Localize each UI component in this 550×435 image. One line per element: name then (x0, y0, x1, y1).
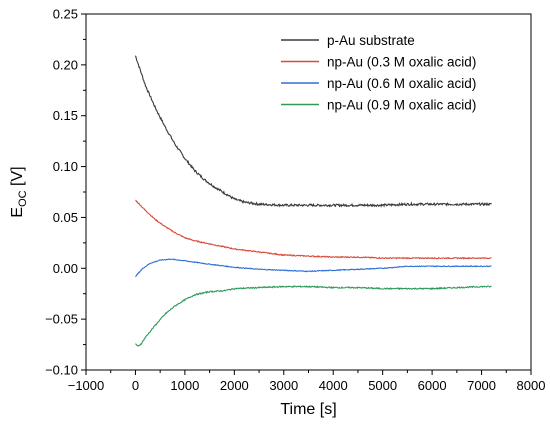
x-tick-label: 6000 (418, 378, 447, 393)
x-axis-ticks: −1000 0 1000 2000 3000 4000 5000 6000 7000 8000 (68, 370, 546, 393)
x-tick-label: 0 (132, 378, 139, 393)
x-tick-label: 2000 (220, 378, 249, 393)
x-tick-label: 8000 (517, 378, 546, 393)
x-tick-label: 4000 (319, 378, 348, 393)
y-tick-label: 0.00 (53, 261, 78, 276)
x-tick-label: 3000 (269, 378, 298, 393)
x-tick-label: 5000 (368, 378, 397, 393)
y-tick-label: −0.10 (45, 363, 78, 378)
plot-series (134, 55, 492, 347)
x-tick-label: 1000 (170, 378, 199, 393)
y-tick-label: −0.05 (45, 312, 78, 327)
y-tick-label: 0.25 (53, 7, 78, 22)
y-tick-label: 0.15 (53, 108, 78, 123)
legend-label: np-Au (0.9 M oxalic acid) (327, 98, 476, 113)
legend-label: p-Au substrate (327, 33, 415, 48)
y-axis-title-main: E (9, 207, 26, 218)
y-tick-label: 0.05 (53, 210, 78, 225)
legend-label: np-Au (0.6 M oxalic acid) (327, 76, 476, 91)
x-tick-label: −1000 (68, 378, 105, 393)
y-tick-label: 0.10 (53, 159, 78, 174)
y-axis-ticks: −0.10 −0.05 0.00 0.05 0.10 0.15 0.20 0.25 (45, 7, 86, 378)
plot-frame (85, 13, 532, 371)
legend: p-Au substrate np-Au (0.3 M oxalic acid) n… (281, 33, 476, 113)
y-axis-title-unit: [V] (9, 166, 26, 190)
series-line (135, 258, 492, 278)
x-tick-label: 7000 (467, 378, 496, 393)
y-tick-label: 0.20 (53, 57, 78, 72)
legend-label: np-Au (0.3 M oxalic acid) (327, 55, 476, 70)
y-axis-title-subscript: OC (17, 190, 29, 207)
series-line (135, 285, 492, 347)
y-axis-title: EOC [V] (9, 166, 29, 217)
series-line (135, 199, 492, 260)
x-axis-title: Time [s] (280, 401, 336, 418)
series-line (134, 55, 492, 208)
